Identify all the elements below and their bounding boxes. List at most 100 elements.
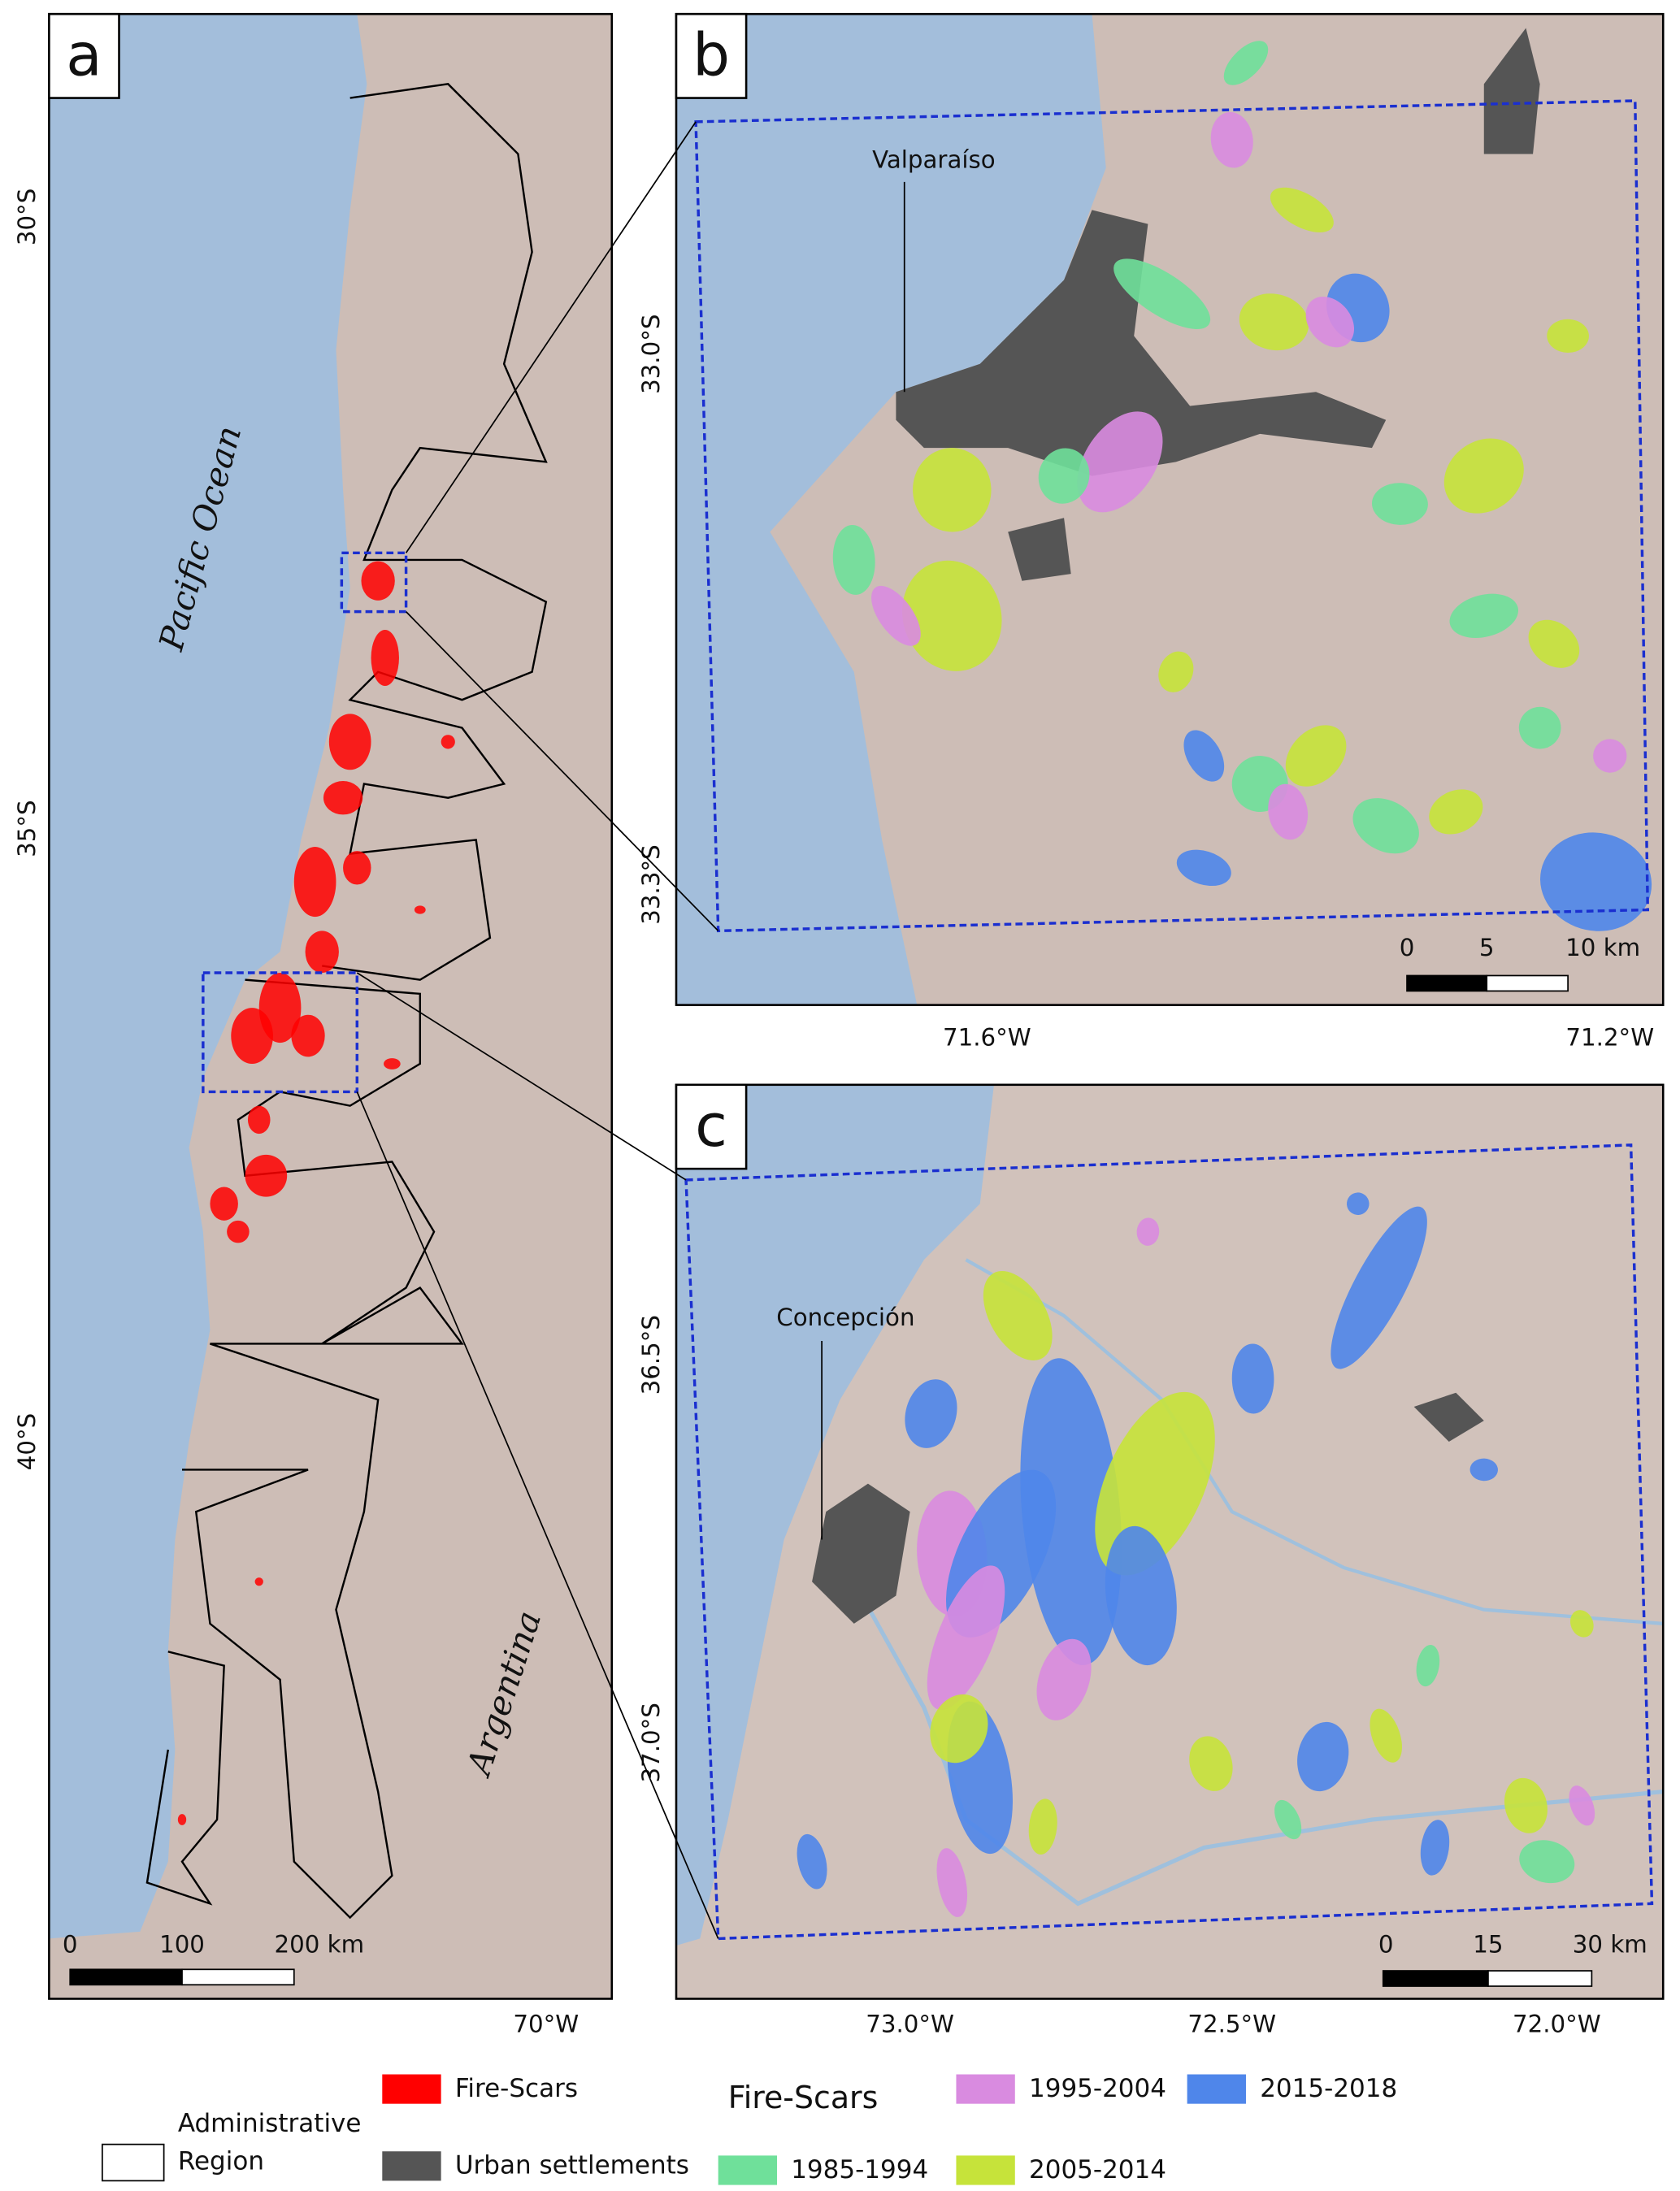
legend-label: Administrative xyxy=(178,2109,362,2138)
legend-label: Region xyxy=(178,2146,264,2176)
scale-label: 0 xyxy=(1378,1931,1394,1959)
panel-a-map xyxy=(49,14,612,1999)
legend-swatch xyxy=(718,2155,777,2185)
scale-label: 15 xyxy=(1473,1931,1503,1959)
fire-scar-patch xyxy=(1183,730,1225,782)
fire-scar-patch xyxy=(1429,789,1483,835)
fire-scar-patch xyxy=(1136,1217,1160,1246)
fire-scar-patch xyxy=(1352,798,1419,854)
scale-bar xyxy=(69,1968,183,1986)
fire-scar-patch xyxy=(1370,1708,1402,1763)
fire-scar-patch xyxy=(1105,1525,1177,1666)
inset-box xyxy=(202,971,359,1094)
fire-scar-patch xyxy=(343,851,371,885)
fire-scar-patch xyxy=(1547,319,1589,354)
fire-scar-patch xyxy=(1449,593,1519,638)
fire-scar-patch xyxy=(913,448,992,532)
fire-scar-patch xyxy=(927,1565,1005,1710)
lon-label: 71.6°W xyxy=(943,1023,1031,1051)
land xyxy=(770,14,1664,1005)
admin-boundaries xyxy=(145,1651,225,1906)
fire-scar-patches xyxy=(832,41,1652,931)
panel-b-map xyxy=(675,14,1664,1005)
fire-scar-patch xyxy=(902,560,1002,671)
fire-scar-patch xyxy=(227,1220,250,1243)
fire-scar-patch xyxy=(323,781,363,815)
scale-bar xyxy=(1382,1970,1489,1987)
fire-scar-patch xyxy=(328,714,371,770)
legend-title: Fire-Scars xyxy=(728,2080,879,2115)
fire-scar-patch xyxy=(797,1833,827,1889)
fire-scar-patch xyxy=(905,1379,957,1448)
scale-bar xyxy=(181,1968,295,1986)
scale-label: 0 xyxy=(1400,934,1415,961)
fire-scar-patch xyxy=(1274,1799,1302,1840)
fire-scar-patch xyxy=(1285,725,1347,787)
scale-label: 10 km xyxy=(1565,934,1640,961)
urban-area xyxy=(1413,1392,1484,1442)
fire-scar-patch xyxy=(245,1154,288,1197)
panel-c-map xyxy=(675,1084,1664,1999)
city-label: Valparaíso xyxy=(872,146,996,174)
lon-label: 70°W xyxy=(513,2011,579,2038)
river xyxy=(852,1580,1664,1907)
legend-label: Urban settlements xyxy=(455,2151,689,2180)
panel-b-frame xyxy=(675,12,1665,1006)
fire-scar-patch xyxy=(1028,1798,1057,1855)
fire-scar-patch xyxy=(1504,1777,1548,1833)
fire-scar-patch xyxy=(936,1848,968,1917)
fire-scar-patch xyxy=(1270,187,1334,232)
legend-label: 2015-2018 xyxy=(1260,2074,1397,2103)
fire-scar-patch xyxy=(414,905,426,914)
scale-label: 5 xyxy=(1479,934,1495,961)
legend: Administrative Region Fire-Scars Urban s… xyxy=(101,2074,1397,2185)
extent-box xyxy=(694,99,1650,933)
scale-label: 0 xyxy=(63,1931,78,1959)
fire-scar-patch xyxy=(1038,448,1090,504)
fire-scar-patch xyxy=(1569,1610,1594,1638)
fire-scar-patch xyxy=(371,630,399,686)
fire-scar-patch xyxy=(210,1187,238,1221)
urban-area xyxy=(896,210,1387,476)
fire-scar-patch xyxy=(1469,1458,1498,1482)
fire-scar-patch xyxy=(1113,258,1211,330)
lat-label: 40°S xyxy=(13,1413,41,1470)
urban-area xyxy=(812,1483,910,1624)
fire-scar-patches xyxy=(177,561,455,1825)
fire-scar-patch xyxy=(1077,411,1163,513)
fire-scar-patch xyxy=(254,1577,263,1586)
panel-letter-box xyxy=(675,12,748,99)
lat-label: 33.0°S xyxy=(637,315,665,394)
legend-swatch xyxy=(382,2151,441,2181)
urban-area xyxy=(1483,28,1540,154)
panel-letter-box xyxy=(675,1083,748,1170)
fire-scar-patch xyxy=(291,1014,325,1057)
fire-scar-patches xyxy=(797,1192,1595,1917)
fire-scar-patch xyxy=(1331,1206,1427,1369)
scale-label: 100 xyxy=(159,1931,205,1959)
fire-scar-patch xyxy=(361,561,395,601)
lat-label: 30°S xyxy=(13,189,41,245)
extent-box xyxy=(684,1143,1654,1941)
lon-label: 72.5°W xyxy=(1187,2011,1276,2038)
lat-label: 33.3°S xyxy=(637,844,665,924)
fire-scar-patch xyxy=(1268,783,1309,840)
panel-letter: a xyxy=(66,21,102,89)
fire-scar-patch xyxy=(871,585,921,646)
fire-scar-patch xyxy=(1231,1343,1274,1414)
connector xyxy=(405,611,719,931)
fire-scar-patch xyxy=(177,1814,187,1825)
fire-scar-patch xyxy=(1518,706,1561,749)
lat-label: 37.0°S xyxy=(637,1703,665,1782)
fire-scar-patch xyxy=(1443,438,1524,514)
lon-label: 71.2°W xyxy=(1565,1023,1654,1051)
fire-scar-patch xyxy=(1519,1840,1575,1884)
fire-scar-patch xyxy=(441,735,455,749)
panel-a-frame xyxy=(48,12,614,2000)
fire-scar-patch xyxy=(1593,739,1627,773)
panel-letter: c xyxy=(695,1092,727,1161)
scale-bar xyxy=(1406,974,1488,992)
admin-boundaries xyxy=(182,978,464,1920)
